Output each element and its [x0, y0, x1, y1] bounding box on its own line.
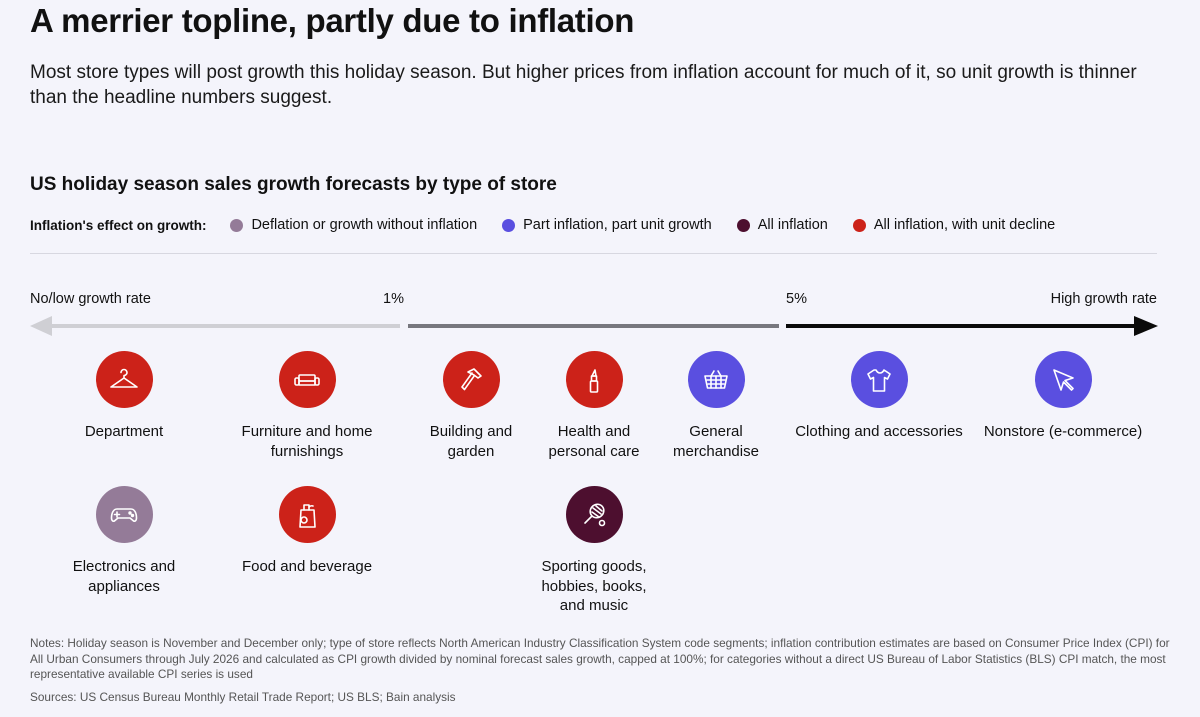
legend-text-unit-decline: All inflation, with unit decline [873, 217, 1056, 233]
legend-dot-all-inflation [736, 218, 750, 232]
store-label: Sporting goods, hobbies, books, and musi… [541, 558, 647, 614]
basket-icon [704, 369, 728, 389]
store-marker [687, 351, 745, 408]
page-title: A merrier topline, partly due to inflati… [30, 2, 635, 39]
axis-low-arrowhead [30, 316, 52, 336]
store-marker [95, 486, 153, 543]
legend-divider [30, 253, 1157, 254]
legend-item-part-inflation: Part inflation, part unit growth [502, 217, 712, 233]
legend-item-unit-decline: All inflation, with unit decline [852, 217, 1056, 233]
legend-text-part-inflation: Part inflation, part unit growth [523, 217, 712, 233]
hammer-icon [461, 367, 482, 390]
legend-text-deflation: Deflation or growth without inflation [251, 217, 478, 233]
axis-low-label: No/low growth rate [30, 291, 151, 307]
chart-legend: Inflation's effect on growth: Deflation … [30, 217, 1080, 233]
store-department: Department [29, 351, 219, 442]
store-furniture: Furniture and home furnishings [212, 351, 402, 461]
cursor-icon [1053, 368, 1074, 391]
tennis-racket-icon [584, 502, 606, 526]
sofa-icon [294, 373, 320, 386]
gamepad-icon [110, 507, 138, 522]
store-sporting-goods: Sporting goods, hobbies, books, and musi… [499, 486, 689, 616]
legend-dot-deflation [230, 218, 244, 232]
axis-threshold-2: 5% [786, 291, 807, 307]
store-label: Building and garden [429, 423, 513, 460]
store-label: Clothing and accessories [795, 423, 963, 440]
store-building: Building and garden [376, 351, 566, 461]
store-label: Food and beverage [241, 558, 373, 575]
legend-label: Inflation's effect on growth: [30, 217, 207, 233]
store-food: Food and beverage [212, 486, 402, 577]
store-marker [1034, 351, 1092, 408]
chart-title: US holiday season sales growth forecasts… [30, 174, 557, 195]
store-marker [95, 351, 153, 408]
store-nonstore: Nonstore (e-commerce) [968, 351, 1158, 442]
legend-item-deflation: Deflation or growth without inflation [230, 217, 477, 233]
growth-axis [30, 316, 1158, 336]
store-marker [565, 351, 623, 408]
store-electronics: Electronics and appliances [29, 486, 219, 596]
store-marker [278, 351, 336, 408]
grocery-bag-icon [299, 503, 316, 528]
store-label: Furniture and home furnishings [241, 423, 373, 460]
legend-item-all-inflation: All inflation [736, 217, 828, 233]
store-marker [565, 486, 623, 543]
hanger-icon [110, 368, 138, 388]
legend-dot-part-inflation [502, 218, 516, 232]
store-label: General merchandise [673, 423, 759, 460]
store-label: Nonstore (e-commerce) [983, 423, 1143, 440]
store-marker [442, 351, 500, 408]
store-label: Health and personal care [548, 423, 640, 460]
store-marker [278, 486, 336, 543]
lipstick-icon [589, 368, 599, 393]
store-health: Health and personal care [499, 351, 689, 461]
axis-threshold-1: 1% [383, 291, 404, 307]
page-subtitle: Most store types will post growth this h… [30, 62, 1137, 108]
legend-dot-unit-decline [852, 218, 866, 232]
legend-text-all-inflation: All inflation [757, 217, 828, 233]
store-general-merchandise: General merchandise [621, 351, 811, 461]
axis-high-label: High growth rate [1050, 291, 1157, 307]
store-marker [850, 351, 908, 408]
chart-sources: Sources: US Census Bureau Monthly Retail… [30, 690, 456, 704]
store-label: Department [84, 423, 164, 440]
axis-high-arrowhead [1134, 316, 1158, 336]
store-clothing: Clothing and accessories [784, 351, 974, 442]
tshirt-icon [867, 368, 891, 392]
chart-notes: Notes: Holiday season is November and De… [30, 636, 1170, 681]
store-label: Electronics and appliances [72, 558, 176, 595]
